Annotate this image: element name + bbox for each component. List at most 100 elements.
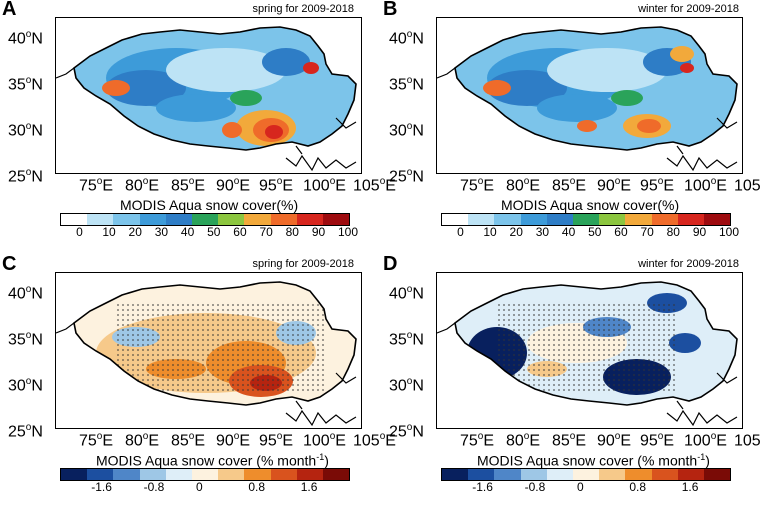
lat-unit: N bbox=[31, 30, 43, 48]
lon-value: 85 bbox=[171, 432, 189, 450]
colorbar-swatch bbox=[651, 469, 678, 480]
lon-value: 105 bbox=[353, 432, 380, 450]
lat-label: 35oN bbox=[8, 330, 43, 349]
degree-sup: o bbox=[406, 330, 413, 341]
colorbar-tick: -1.6 bbox=[472, 480, 493, 494]
significance-stipple bbox=[116, 303, 326, 393]
lat-label: 25oN bbox=[8, 422, 43, 441]
lat-value: 25 bbox=[389, 423, 407, 441]
colorbar-tick: 60 bbox=[233, 225, 247, 239]
lon-value: 85 bbox=[171, 177, 189, 195]
lon-value: 100 bbox=[303, 177, 330, 195]
lon-unit: E bbox=[239, 432, 251, 450]
colorbar-tick: 40 bbox=[561, 225, 576, 239]
degree-sup: o bbox=[25, 167, 32, 178]
colorbar-tick: 70 bbox=[259, 225, 273, 239]
lon-value: 100 bbox=[684, 432, 711, 450]
degree-sup: o bbox=[276, 431, 283, 442]
colorbar-swatch bbox=[270, 469, 297, 480]
colorbar-tick: 0.8 bbox=[248, 480, 266, 494]
colorbar-swatch bbox=[599, 469, 626, 480]
lon-unit: E bbox=[194, 432, 206, 450]
colorbar-title: MODIS Aqua snow cover(%) bbox=[501, 197, 680, 213]
degree-sup: o bbox=[379, 176, 386, 187]
colorbar-swatch bbox=[520, 469, 547, 480]
colorbar-swatch bbox=[494, 214, 521, 225]
colorbar-tick: 50 bbox=[588, 225, 602, 239]
degree-sup: o bbox=[25, 376, 32, 387]
lat-unit: N bbox=[412, 423, 424, 441]
lat-unit: N bbox=[31, 331, 43, 349]
colorbar-swatch bbox=[322, 214, 350, 225]
lon-value: 105 bbox=[734, 432, 761, 450]
degree-sup: o bbox=[25, 284, 32, 295]
degree-sup: o bbox=[233, 431, 240, 442]
lat-label: 30oN bbox=[389, 376, 424, 395]
lon-unit: E bbox=[716, 177, 727, 195]
colorbar-swatch bbox=[218, 469, 245, 480]
map-frame bbox=[55, 272, 362, 429]
lon-label: 90oE bbox=[216, 431, 250, 450]
lon-unit: E bbox=[663, 432, 675, 450]
lon-value: 90 bbox=[597, 177, 615, 195]
degree-sup: o bbox=[406, 167, 413, 178]
lon-unit: E bbox=[102, 177, 114, 195]
coastline bbox=[56, 322, 357, 427]
lon-unit: E bbox=[575, 177, 587, 195]
lon-value: 80 bbox=[506, 177, 524, 195]
lon-unit: E bbox=[282, 432, 294, 450]
lat-value: 35 bbox=[389, 331, 407, 349]
lat-value: 35 bbox=[8, 331, 26, 349]
degree-sup: o bbox=[406, 376, 413, 387]
colorbar-tick: 10 bbox=[483, 225, 497, 239]
degree-sup: o bbox=[406, 422, 413, 433]
map-canvas bbox=[56, 26, 357, 172]
plateau-boundary bbox=[454, 26, 738, 151]
colorbar-swatch bbox=[165, 214, 192, 225]
lon-label: 105oE bbox=[353, 176, 396, 195]
colorbar-swatch bbox=[296, 469, 323, 480]
colorbar-swatch bbox=[546, 214, 573, 225]
degree-sup: o bbox=[406, 284, 413, 295]
lon-label: 85oE bbox=[171, 176, 205, 195]
degree-sup: o bbox=[188, 431, 195, 442]
colorbar-tick: 1.6 bbox=[681, 480, 699, 494]
degree-sup: o bbox=[96, 431, 103, 442]
lon-label: 95oE bbox=[259, 176, 293, 195]
degree-sup: o bbox=[25, 75, 32, 86]
colorbar-swatch bbox=[191, 214, 219, 225]
lon-label: 75oE bbox=[79, 431, 113, 450]
lat-value: 35 bbox=[389, 76, 407, 94]
colorbar-tick: 0 bbox=[196, 480, 203, 494]
colorbar-swatch bbox=[296, 214, 323, 225]
colorbar-title: MODIS Aqua snow cover(%) bbox=[120, 197, 299, 213]
lat-label: 25oN bbox=[8, 167, 43, 186]
lat-unit: N bbox=[412, 168, 424, 186]
colorbar-swatch bbox=[520, 214, 547, 225]
lon-label: 100oE bbox=[303, 431, 346, 450]
lon-label: 100oE bbox=[684, 431, 727, 450]
degree-sup: o bbox=[276, 176, 283, 187]
colorbar-tick: 40 bbox=[180, 225, 195, 239]
colorbar-tick: 0 bbox=[457, 225, 464, 239]
panel-subtitle: winter for 2009-2018 bbox=[638, 258, 739, 270]
lon-value: 90 bbox=[216, 177, 234, 195]
colorbar-swatch bbox=[113, 469, 140, 480]
colorbar-swatch bbox=[494, 469, 521, 480]
lat-unit: N bbox=[31, 76, 43, 94]
lat-value: 30 bbox=[8, 377, 26, 395]
lat-value: 30 bbox=[389, 377, 407, 395]
degree-sup: o bbox=[406, 121, 413, 132]
colorbar-swatch bbox=[61, 214, 88, 225]
significance-stipple bbox=[497, 303, 677, 393]
lon-value: 90 bbox=[597, 432, 615, 450]
lat-value: 25 bbox=[8, 168, 26, 186]
colorbar-swatch bbox=[442, 214, 469, 225]
panel-letter: C bbox=[2, 253, 17, 275]
colorbar-swatch bbox=[191, 469, 219, 480]
lon-unit: E bbox=[148, 432, 160, 450]
lon-label: 100oE bbox=[684, 176, 727, 195]
lon-label: 85oE bbox=[171, 431, 205, 450]
colorbar-title: MODIS Aqua snow cover (% month-1) bbox=[477, 452, 710, 469]
